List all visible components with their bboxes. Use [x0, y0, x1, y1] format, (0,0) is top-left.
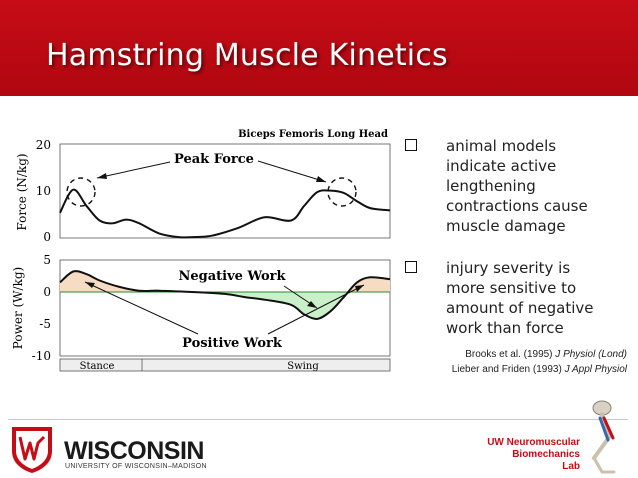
arrowhead: [355, 285, 364, 292]
bullet-checkbox-icon: [405, 139, 417, 151]
power-tick-label: -5: [39, 317, 51, 331]
power-axis-label: Power (W/kg): [11, 267, 25, 349]
lab-name-line: UW Neuromuscular: [487, 437, 580, 448]
arrowhead: [85, 282, 95, 288]
university-wordmark: WISCONSIN: [64, 437, 204, 465]
bullet-text: injury severity is more sensitive to amo…: [446, 259, 594, 337]
power-series-line: [59, 270, 391, 320]
reference-authors: Lieber and Friden (1993): [451, 364, 565, 375]
negative-work-area: [60, 292, 390, 319]
lab-name-line: Lab: [562, 461, 580, 472]
skeleton-leg-icon: [592, 400, 616, 474]
bullet-checkbox-icon: [405, 261, 417, 273]
force-axis-label: Force (N/kg): [15, 153, 29, 230]
bullet-text: animal models indicate active lengthenin…: [446, 137, 588, 235]
peak-force-annotation: Peak Force: [174, 152, 254, 167]
positive-work-arrow-left: [84, 281, 199, 335]
reference: Lieber and Friden (1993) J Appl Physiol: [452, 364, 627, 375]
title-bar: Hamstring Muscle Kinetics: [0, 0, 638, 96]
university-subtitle: UNIVERSITY OF WISCONSIN–MADISON: [65, 463, 207, 470]
peak-force-arrow-left: [96, 161, 171, 179]
power-tick-label: 0: [43, 285, 51, 299]
stance-label: Stance: [80, 361, 115, 372]
positive-work-arrow-right: [267, 284, 365, 335]
reference-journal: J Physiol (Lond): [555, 349, 627, 360]
peak-force-circle-swing: [327, 177, 357, 207]
gait-phase-bar: [59, 358, 391, 372]
arrowhead: [97, 173, 107, 179]
reference-journal: J Appl Physiol: [564, 364, 627, 375]
force-series-line: [59, 188, 391, 239]
power-tick-label: 5: [43, 253, 51, 267]
arrowhead: [307, 301, 317, 308]
force-tick-label: 20: [36, 138, 51, 152]
kinetics-figure: Biceps Femoris Long Head Force (N/kg) 20…: [11, 129, 391, 372]
footer-divider: [8, 419, 628, 420]
swing-label: Swing: [287, 361, 319, 372]
lab-name-line: Biomechanics: [512, 449, 580, 460]
positive-work-annotation: Positive Work: [182, 336, 283, 351]
slide-title: Hamstring Muscle Kinetics: [46, 38, 448, 73]
arrowhead: [316, 176, 326, 182]
muscle-label: Biceps Femoris Long Head: [238, 129, 388, 140]
power-tick-label: -10: [32, 349, 51, 363]
peak-force-circle-stance: [66, 177, 96, 207]
reference: Brooks et al. (1995) J Physiol (Lond): [465, 349, 627, 360]
uw-crest-logo: [12, 427, 52, 473]
peak-force-arrow-right: [257, 160, 327, 183]
force-tick-label: 10: [36, 184, 51, 198]
force-tick-label: 0: [43, 230, 51, 244]
negative-work-annotation: Negative Work: [178, 269, 286, 284]
reference-authors: Brooks et al. (1995): [465, 349, 556, 360]
lab-name: UW Neuromuscular Biomechanics Lab: [487, 437, 580, 473]
